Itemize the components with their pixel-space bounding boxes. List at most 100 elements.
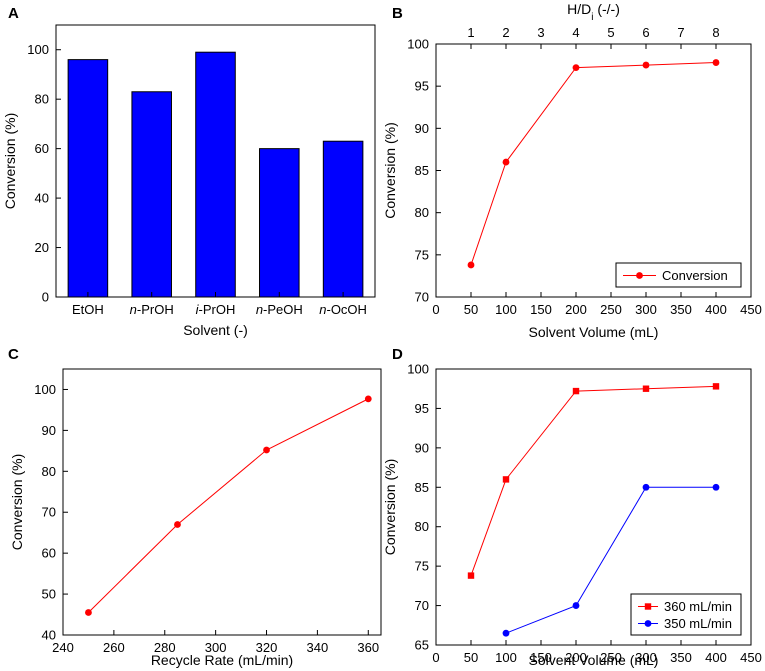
legend-label: 360 mL/min	[664, 599, 732, 614]
x-tick-label: 0	[432, 302, 439, 317]
legend-label: Conversion	[662, 268, 728, 283]
x-tick-label: 200	[565, 302, 587, 317]
legend-box	[630, 593, 742, 636]
x-tick-label: 100	[495, 302, 517, 317]
bar	[195, 51, 236, 298]
y-tick-label: 95	[415, 79, 429, 94]
x-tick-label: 100	[495, 650, 517, 665]
category-prefix: n	[130, 302, 137, 317]
x-tick-label: 400	[705, 302, 727, 317]
x-tick-label: 360	[357, 640, 379, 655]
data-point	[644, 603, 652, 610]
panel-letter: C	[8, 346, 19, 363]
y-tick-label: 70	[415, 598, 429, 613]
y-tick-label: 100	[34, 382, 56, 397]
y-tick-label: 90	[415, 121, 429, 136]
top-x-tick-label: 3	[537, 25, 544, 40]
data-point	[642, 483, 650, 491]
x-tick-label: 300	[205, 640, 227, 655]
legend: Conversion	[615, 262, 742, 288]
y-tick-label: 85	[415, 480, 429, 495]
x-tick-label: 300	[635, 302, 657, 317]
data-point	[572, 387, 580, 395]
top-x-tick-label: 6	[642, 25, 649, 40]
data-point	[712, 59, 720, 66]
top-axis-label-rest: (-/-)	[593, 1, 619, 17]
x-tick-label: 0	[432, 650, 439, 665]
data-point	[364, 395, 372, 403]
data-point	[636, 272, 643, 279]
y-tick-label: 90	[42, 423, 56, 438]
y-tick-label: 80	[415, 519, 429, 534]
y-tick-label: 80	[35, 92, 49, 107]
y-tick-label: 40	[42, 628, 56, 643]
data-point	[502, 629, 510, 637]
x-category-label: EtOH	[72, 302, 104, 317]
series-line	[505, 486, 716, 634]
panel-b: B0 50 100 150 200 250 300 350 400 450707580859095…	[382, 1, 762, 340]
data-point	[644, 620, 652, 627]
y-tick-label: 100	[407, 362, 429, 377]
y-tick-label: 80	[415, 205, 429, 220]
x-tick-label: 320	[256, 640, 278, 655]
category-name: -PrOH	[199, 302, 236, 317]
plot-frame	[435, 368, 752, 646]
x-axis-label: Solvent Volume (mL)	[529, 652, 659, 668]
top-x-tick-label: 7	[677, 25, 684, 40]
x-axis-label: Solvent (-)	[183, 322, 248, 338]
top-axis-label-sub: i	[591, 12, 593, 23]
category-prefix: n	[319, 302, 326, 317]
x-tick-label: 50	[464, 302, 478, 317]
y-tick-label: 40	[35, 191, 49, 206]
x-tick-label: 50	[464, 650, 478, 665]
y-tick-label: 95	[415, 401, 429, 416]
plot-frame	[62, 368, 382, 636]
x-tick-label: 260	[103, 640, 125, 655]
data-point	[642, 61, 650, 69]
data-point	[502, 476, 510, 483]
x-category-label: n-OcOH	[319, 302, 367, 317]
y-tick-label: 90	[415, 440, 429, 455]
x-category-label: i-PrOH	[196, 302, 236, 317]
x-tick-label: 340	[307, 640, 329, 655]
plot-frame	[55, 24, 376, 298]
data-point	[712, 483, 720, 491]
x-category-label: n-PeOH	[256, 302, 303, 317]
panel-letter: B	[392, 5, 403, 22]
plot-frame	[435, 43, 752, 298]
data-point	[642, 385, 650, 392]
bar	[259, 148, 300, 298]
legend-label: 350 mL/min	[664, 616, 732, 631]
x-tick-label: 150	[530, 302, 552, 317]
top-x-tick-label: 4	[572, 25, 579, 40]
y-tick-label: 65	[415, 638, 429, 653]
y-tick-label: 60	[35, 141, 49, 156]
data-point	[85, 609, 92, 616]
x-axis-label: Recycle Rate (mL/min)	[151, 652, 293, 668]
data-point	[502, 158, 510, 166]
y-axis-label: Conversion (%)	[382, 459, 398, 555]
x-tick-label: 150	[530, 650, 552, 665]
legend: 360 mL/min 350 mL/min	[630, 593, 742, 636]
y-tick-label: 0	[42, 290, 49, 305]
y-tick-label: 100	[407, 37, 429, 52]
y-axis-label: Conversion (%)	[2, 113, 18, 209]
category-name: -OcOH	[326, 302, 366, 317]
top-axis-label-base: H/D	[567, 1, 591, 17]
x-tick-label: 250	[600, 302, 622, 317]
x-tick-label: 450	[740, 302, 762, 317]
y-tick-label: 70	[42, 505, 56, 520]
category-prefix: n	[256, 302, 263, 317]
panel-letter: A	[8, 5, 19, 22]
bar	[67, 59, 109, 298]
top-x-tick-label: 2	[502, 25, 509, 40]
data-point	[712, 383, 720, 390]
category-name: -PrOH	[137, 302, 174, 317]
panel-d: D 0 50 100 150 200 250 300 350 400 450 65 70 75 80 85 90…	[382, 346, 762, 668]
y-tick-label: 70	[415, 290, 429, 305]
bar	[131, 91, 172, 298]
x-tick-label: 240	[52, 640, 74, 655]
panel-letter: D	[392, 346, 403, 363]
